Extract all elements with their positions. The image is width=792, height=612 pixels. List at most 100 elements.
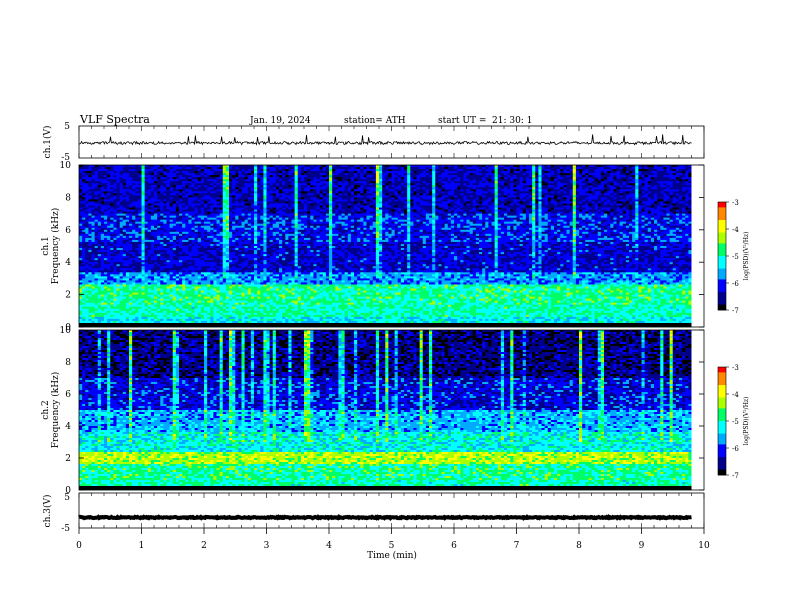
spectrogram-cell [97,175,102,178]
spectrogram-cell [422,183,427,186]
spectrogram-cell [332,171,336,174]
spectrogram-cell [282,165,286,168]
spectrogram-cell [394,183,399,186]
spectrogram-cell [232,179,236,182]
spectrogram-cell [313,167,317,170]
spectrogram-cell [388,187,392,190]
spectrogram-cell [469,187,474,190]
spectrogram-cell [219,183,224,186]
spectrogram-cell [679,185,683,188]
spectrogram-cell [288,167,292,170]
spectrogram-cell [400,183,405,186]
spectrogram-cell [266,165,271,168]
spectrogram-cell [669,169,674,172]
spectrogram-cell [141,177,146,180]
spectrogram-cell [260,189,264,192]
spectrogram-cell [304,175,308,178]
spectrogram-cell [579,175,583,178]
spectrogram-cell [388,181,392,184]
spectrogram-cell [525,167,530,170]
spectrogram-cell [522,183,527,186]
spectrogram-cell [85,167,89,170]
spectrogram-cell [504,187,508,190]
spectrogram-cell [104,183,108,186]
spectrogram-cell [229,175,233,178]
spectrogram-cell [682,171,686,174]
spectrogram-cell [363,177,367,180]
spectrogram-cell [444,189,449,192]
spectrogram-cell [125,187,130,190]
spectrogram-cell [469,183,474,186]
spectrogram-cell [185,177,189,180]
spectrogram-cell [672,167,677,170]
spectrogram-cell [441,183,446,186]
spectrogram-cell [622,165,627,168]
spectrogram-cell [454,165,458,168]
spectrogram-cell [557,183,561,186]
spectrogram-cell [588,171,592,174]
spectrogram-cell [257,189,261,192]
spectrogram-cell [135,181,139,184]
spectrogram-cell [238,189,242,192]
spectrogram-cell [97,179,102,182]
spectrogram-cell [322,169,327,172]
spectrogram-cell [638,179,642,182]
spectrogram-cell [257,171,261,174]
spectrogram-cell [532,187,536,190]
spectrogram-cell [282,181,286,184]
spectrogram-cell [197,177,202,180]
spectrogram-cell [79,167,83,170]
spectrogram-cell [535,187,539,190]
spectrogram-cell [585,173,589,176]
spectrogram-cell [404,179,408,182]
spectrogram-cell [600,187,605,190]
spectrogram-cell [647,171,652,174]
spectrogram-cell [604,183,608,186]
spectrogram-cell [372,181,377,184]
spectrogram-cell [604,179,608,182]
spectrogram-cell [275,173,280,176]
spectrogram-cell [294,181,299,184]
spectrogram-cell [397,173,402,176]
spectrogram-cell [466,183,471,186]
spectrogram-cell [666,169,671,172]
spectrogram-cell [557,167,561,170]
spectrogram-cell [488,171,492,174]
spectrogram-cell [444,181,449,184]
spectrogram-cell [97,189,102,192]
spectrogram-cell [129,175,133,178]
spectrogram-cell [347,169,352,172]
spectrogram-cell [338,171,342,174]
spectrogram-cell [379,171,383,174]
spectrogram-cell [607,181,611,184]
spectrogram-cell [329,179,333,182]
spectrogram-cell [641,177,646,180]
spectrogram-cell [404,187,408,190]
spectrogram-cell [307,167,311,170]
spectrogram-cell [394,169,399,172]
spectrogram-cell [563,171,567,174]
spectrogram-cell [172,165,177,168]
spectrogram-cell [185,171,189,174]
spectrogram-cell [544,171,549,174]
spectrogram-cell [563,181,567,184]
spectrogram-cell [510,165,514,168]
spectrogram-cell [144,167,149,170]
spectrogram-cell [485,179,489,182]
spectrogram-cell [619,169,624,172]
spectrogram-cell [366,167,371,170]
spectrogram-cell [472,177,477,180]
spectrogram-cell [382,183,386,186]
spectrogram-cell [350,189,355,192]
spectrogram-cell [229,189,233,192]
spectrogram-cell [122,187,127,190]
spectrogram-cell [135,167,139,170]
spectrogram-cell [613,187,617,190]
spectrogram-cell [150,187,155,190]
spectrogram-cell [300,177,305,180]
spectrogram-cell [91,173,96,176]
spectrogram-cell [88,167,92,170]
spectrogram-cell [510,189,514,192]
spectrogram-cell [175,175,180,178]
spectrogram-cell [597,165,602,168]
